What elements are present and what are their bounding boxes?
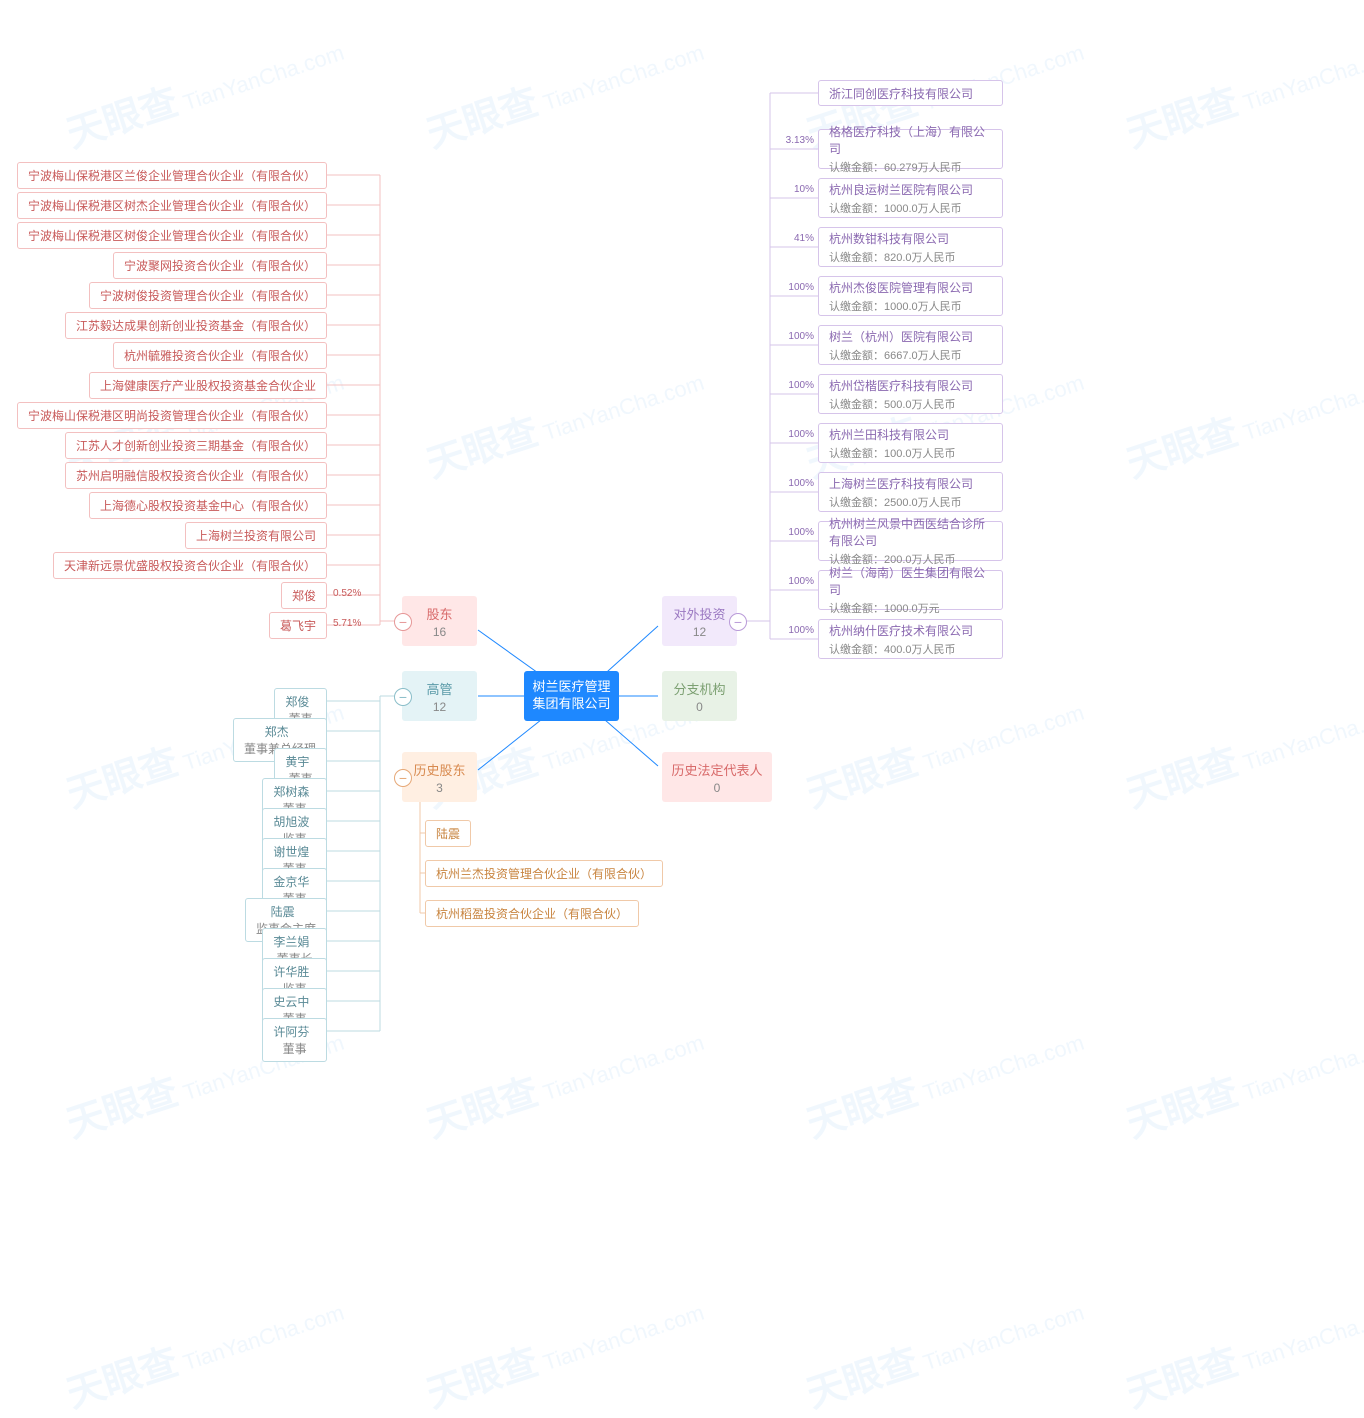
shareholder-node[interactable]: 苏州启明融信股权投资合伙企业（有限合伙）	[65, 462, 327, 489]
category-count: 0	[714, 781, 721, 795]
center-company[interactable]: 树兰医疗管理集团有限公司	[524, 671, 619, 721]
category-label: 高管	[426, 679, 452, 698]
investment-node[interactable]: 浙江同创医疗科技有限公司	[818, 80, 1003, 106]
shareholder-node[interactable]: 上海树兰投资有限公司	[185, 522, 327, 549]
category-executives[interactable]: 高管 12	[402, 671, 477, 721]
collapse-toggle[interactable]: −	[729, 613, 747, 631]
category-historic_rep[interactable]: 历史法定代表人 0	[662, 752, 772, 802]
investment-pct: 3.13%	[774, 135, 814, 146]
investment-node[interactable]: 树兰（海南）医生集团有限公司认缴金额：1000.0万元	[818, 570, 1003, 610]
shareholder-node[interactable]: 宁波梅山保税港区兰俊企业管理合伙企业（有限合伙）	[17, 162, 327, 189]
investment-node[interactable]: 格格医疗科技（上海）有限公司认缴金额：60.279万人民币	[818, 129, 1003, 169]
investment-pct: 10%	[774, 184, 814, 195]
shareholder-pct: 5.71%	[333, 618, 361, 629]
watermark: 天眼查TianYanCha.com	[1119, 1007, 1364, 1148]
investment-node[interactable]: 杭州兰田科技有限公司认缴金额：100.0万人民币	[818, 423, 1003, 463]
investment-node[interactable]: 上海树兰医疗科技有限公司认缴金额：2500.0万人民币	[818, 472, 1003, 512]
shareholder-node[interactable]: 杭州毓雅投资合伙企业（有限合伙）	[113, 342, 327, 369]
investment-node[interactable]: 杭州良运树兰医院有限公司认缴金额：1000.0万人民币	[818, 178, 1003, 218]
shareholder-node[interactable]: 江苏人才创新创业投资三期基金（有限合伙）	[65, 432, 327, 459]
shareholder-node[interactable]: 宁波梅山保税港区树杰企业管理合伙企业（有限合伙）	[17, 192, 327, 219]
shareholder-node[interactable]: 葛飞宇	[269, 612, 327, 639]
investment-node[interactable]: 杭州数钳科技有限公司认缴金额：820.0万人民币	[818, 227, 1003, 267]
category-label: 历史股东	[413, 760, 465, 779]
historic-shareholder-node[interactable]: 陆震	[425, 820, 471, 847]
watermark: 天眼查TianYanCha.com	[799, 1277, 1089, 1418]
watermark: 天眼查TianYanCha.com	[419, 347, 709, 488]
investment-pct: 41%	[774, 233, 814, 244]
watermark: 天眼查TianYanCha.com	[1119, 1277, 1364, 1418]
investment-node[interactable]: 杭州树兰风景中西医结合诊所有限公司认缴金额：200.0万人民币	[818, 521, 1003, 561]
historic-shareholder-node[interactable]: 杭州稻盈投资合伙企业（有限合伙）	[425, 900, 639, 927]
shareholder-node[interactable]: 江苏毅达成果创新创业投资基金（有限合伙）	[65, 312, 327, 339]
watermark: 天眼查TianYanCha.com	[1119, 17, 1364, 158]
category-count: 0	[696, 700, 703, 714]
shareholder-node[interactable]: 宁波梅山保税港区明尚投资管理合伙企业（有限合伙）	[17, 402, 327, 429]
diagram-stage: 天眼查TianYanCha.com天眼查TianYanCha.com天眼查Tia…	[0, 0, 1364, 1412]
executive-node[interactable]: 许阿芬 董事	[262, 1018, 327, 1062]
investment-pct: 100%	[774, 527, 814, 538]
historic-shareholder-node[interactable]: 杭州兰杰投资管理合伙企业（有限合伙）	[425, 860, 663, 887]
investment-pct: 100%	[774, 282, 814, 293]
category-branches[interactable]: 分支机构 0	[662, 671, 737, 721]
investment-node[interactable]: 杭州杰俊医院管理有限公司认缴金额：1000.0万人民币	[818, 276, 1003, 316]
watermark: 天眼查TianYanCha.com	[59, 1277, 349, 1418]
shareholder-pct: 0.52%	[333, 588, 361, 599]
shareholder-node[interactable]: 天津新远景优盛股权投资合伙企业（有限合伙）	[53, 552, 327, 579]
category-count: 16	[433, 625, 446, 639]
watermark: 天眼查TianYanCha.com	[799, 1007, 1089, 1148]
shareholder-node[interactable]: 郑俊	[281, 582, 327, 609]
watermark: 天眼查TianYanCha.com	[799, 347, 1089, 488]
category-label: 股东	[426, 604, 452, 623]
watermark: 天眼查TianYanCha.com	[1119, 677, 1364, 818]
category-count: 12	[693, 625, 706, 639]
investment-node[interactable]: 树兰（杭州）医院有限公司认缴金额：6667.0万人民币	[818, 325, 1003, 365]
category-label: 对外投资	[673, 604, 725, 623]
watermark: 天眼查TianYanCha.com	[799, 677, 1089, 818]
category-count: 3	[436, 781, 443, 795]
shareholder-node[interactable]: 宁波树俊投资管理合伙企业（有限合伙）	[89, 282, 327, 309]
investment-pct: 100%	[774, 478, 814, 489]
watermark: 天眼查TianYanCha.com	[59, 17, 349, 158]
watermark: 天眼查TianYanCha.com	[419, 17, 709, 158]
category-label: 历史法定代表人	[671, 760, 762, 779]
shareholder-node[interactable]: 上海德心股权投资基金中心（有限合伙）	[89, 492, 327, 519]
investment-node[interactable]: 杭州岱楷医疗科技有限公司认缴金额：500.0万人民币	[818, 374, 1003, 414]
investment-pct: 100%	[774, 380, 814, 391]
watermark: 天眼查TianYanCha.com	[1119, 347, 1364, 488]
investment-pct: 100%	[774, 429, 814, 440]
investment-node[interactable]: 杭州纳什医疗技术有限公司认缴金额：400.0万人民币	[818, 619, 1003, 659]
collapse-toggle[interactable]: −	[394, 613, 412, 631]
shareholder-node[interactable]: 上海健康医疗产业股权投资基金合伙企业	[89, 372, 327, 399]
investment-pct: 100%	[774, 331, 814, 342]
category-shareholders[interactable]: 股东 16	[402, 596, 477, 646]
category-label: 分支机构	[673, 679, 725, 698]
category-investments[interactable]: 对外投资 12	[662, 596, 737, 646]
watermark: 天眼查TianYanCha.com	[419, 1007, 709, 1148]
collapse-toggle[interactable]: −	[394, 769, 412, 787]
collapse-toggle[interactable]: −	[394, 688, 412, 706]
investment-pct: 100%	[774, 625, 814, 636]
category-count: 12	[433, 700, 446, 714]
shareholder-node[interactable]: 宁波聚网投资合伙企业（有限合伙）	[113, 252, 327, 279]
shareholder-node[interactable]: 宁波梅山保税港区树俊企业管理合伙企业（有限合伙）	[17, 222, 327, 249]
watermark: 天眼查TianYanCha.com	[419, 1277, 709, 1418]
investment-pct: 100%	[774, 576, 814, 587]
category-historic_sh[interactable]: 历史股东 3	[402, 752, 477, 802]
